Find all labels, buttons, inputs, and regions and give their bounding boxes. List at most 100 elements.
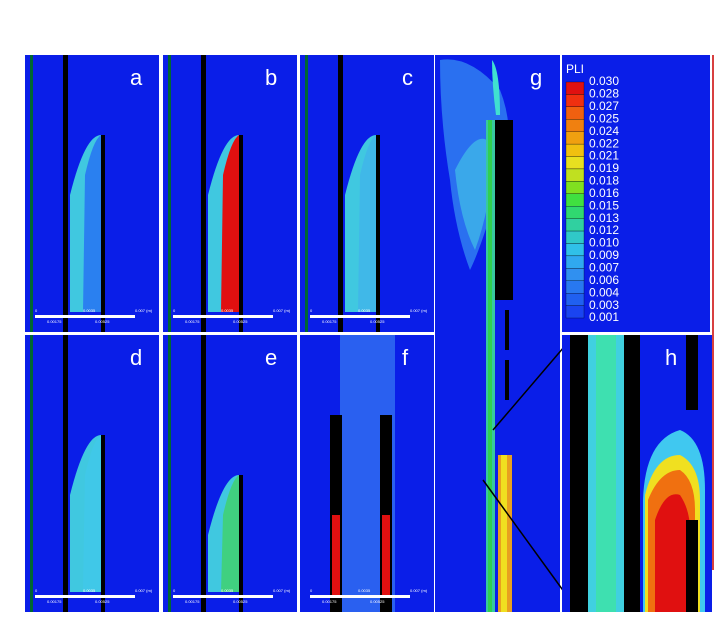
legend-label: 0.004 — [589, 285, 619, 299]
inner-wall — [63, 55, 68, 332]
outer-wall — [168, 55, 171, 332]
scale-bar — [35, 595, 135, 598]
legend-label: 0.015 — [589, 198, 619, 212]
scale-label: 0.0035 — [221, 588, 234, 593]
legend-label: 0.019 — [589, 161, 619, 175]
inner-wall — [63, 335, 68, 612]
panel-label: g — [530, 65, 542, 90]
scale-label: 0 — [173, 588, 176, 593]
scale-label: 0.0035 — [358, 588, 371, 593]
plume-core — [83, 435, 103, 592]
scale-label: 0 — [310, 308, 313, 313]
scale-label: 0.007 (m) — [273, 588, 291, 593]
legend-label: 0.003 — [589, 298, 619, 312]
scale-label: 0.00525 — [370, 319, 385, 324]
panel-label: c — [402, 65, 413, 90]
legend-label: 0.012 — [589, 223, 619, 237]
legend-label: 0.027 — [589, 99, 619, 113]
scale-bar — [173, 595, 273, 598]
short-tube — [376, 135, 380, 332]
scale-label: 0.00175 — [47, 319, 62, 324]
legend-swatch — [565, 168, 585, 182]
panel-label: f — [402, 345, 409, 370]
panel: 0 0.0035 0.007 (m) 0.00175 0.00525 — [300, 335, 434, 612]
legend-swatch — [565, 268, 585, 281]
legend-swatch — [565, 181, 585, 194]
legend-label: 0.025 — [589, 111, 619, 125]
inner-wall — [338, 55, 343, 332]
scale-label: 0.00525 — [95, 319, 110, 324]
legend-label: 0.021 — [589, 149, 619, 163]
legend-swatch — [565, 255, 585, 269]
scale-label: 0.007 (m) — [410, 308, 428, 313]
legend-swatch — [565, 131, 585, 145]
legend-swatch — [565, 143, 585, 157]
scale-bar — [35, 315, 135, 318]
scale-label: 0.0035 — [358, 308, 371, 313]
legend-label: 0.013 — [589, 211, 619, 225]
panel-h — [562, 335, 712, 612]
panel-label: e — [265, 345, 277, 370]
panel: 0 0.0035 0.007 (m) 0.00175 0.00525 — [25, 55, 159, 332]
short-tube — [239, 135, 243, 332]
legend-label: 0.030 — [589, 74, 619, 88]
scale-label: 0.007 (m) — [135, 588, 153, 593]
scale-label: 0.0035 — [83, 588, 96, 593]
panel: 0 0.0035 0.007 (m) 0.00175 0.00525 — [300, 55, 434, 332]
scale-label: 0 — [310, 588, 313, 593]
legend-swatch — [565, 156, 585, 170]
scale-label: 0.0035 — [221, 308, 234, 313]
scale-label: 0.00175 — [185, 319, 200, 324]
scale-label: 0.00175 — [322, 319, 337, 324]
legend-swatch — [565, 280, 585, 294]
legend-swatch — [565, 230, 585, 244]
legend-swatch — [565, 94, 585, 107]
legend-swatch — [565, 81, 585, 95]
scale-label: 0.00175 — [47, 599, 62, 604]
scale-label: 0.00525 — [233, 319, 248, 324]
outer-wall — [30, 55, 33, 332]
scale-bar — [310, 315, 410, 318]
legend-swatch — [565, 193, 585, 207]
outer-wall — [30, 335, 33, 612]
legend-label: 0.001 — [589, 310, 619, 324]
outer-wall — [305, 55, 308, 332]
scale-label: 0.007 (m) — [410, 588, 428, 593]
scale-label: 0.00525 — [370, 599, 385, 604]
legend-label: 0.006 — [589, 273, 619, 287]
legend-swatch — [565, 293, 585, 306]
panel-labels: a b c d e f g h — [130, 65, 677, 370]
short-tube — [101, 135, 105, 332]
short-tube — [101, 435, 105, 612]
legend-swatch — [565, 243, 585, 257]
scale-label: 0.007 (m) — [135, 308, 153, 313]
panels: 0 0.0035 0.007 (m) 0.00175 0.00525 0 0.0035 0.0… — [25, 55, 434, 612]
legend-label: 0.022 — [589, 136, 619, 150]
inner-wall — [201, 55, 206, 332]
legend-label: 0.024 — [589, 124, 619, 138]
legend-label: 0.028 — [589, 87, 619, 101]
scale-bar — [173, 315, 273, 318]
plume-core — [221, 475, 241, 592]
legend-swatch — [565, 206, 585, 219]
scale-label: 0.0035 — [83, 308, 96, 313]
panel-g — [435, 55, 571, 612]
plume-core — [358, 135, 378, 312]
panel-label: a — [130, 65, 143, 90]
legend-swatch — [565, 106, 585, 120]
scale-label: 0.00525 — [233, 599, 248, 604]
plume-core — [221, 135, 241, 312]
panel-label: b — [265, 65, 277, 90]
legend-label: 0.009 — [589, 248, 619, 262]
inner-wall — [201, 335, 206, 612]
scale-label: 0 — [35, 308, 38, 313]
scale-bar — [310, 595, 410, 598]
legend-label: 0.016 — [589, 186, 619, 200]
legend-swatch — [565, 305, 585, 319]
plume-core — [83, 135, 103, 312]
legend: PLI 0.0300.0280.0270.0250.0240.0220.0210… — [562, 55, 714, 570]
flow — [332, 515, 340, 597]
panel: 0 0.0035 0.007 (m) 0.00175 0.00525 — [25, 335, 159, 612]
scale-label: 0.00525 — [95, 599, 110, 604]
